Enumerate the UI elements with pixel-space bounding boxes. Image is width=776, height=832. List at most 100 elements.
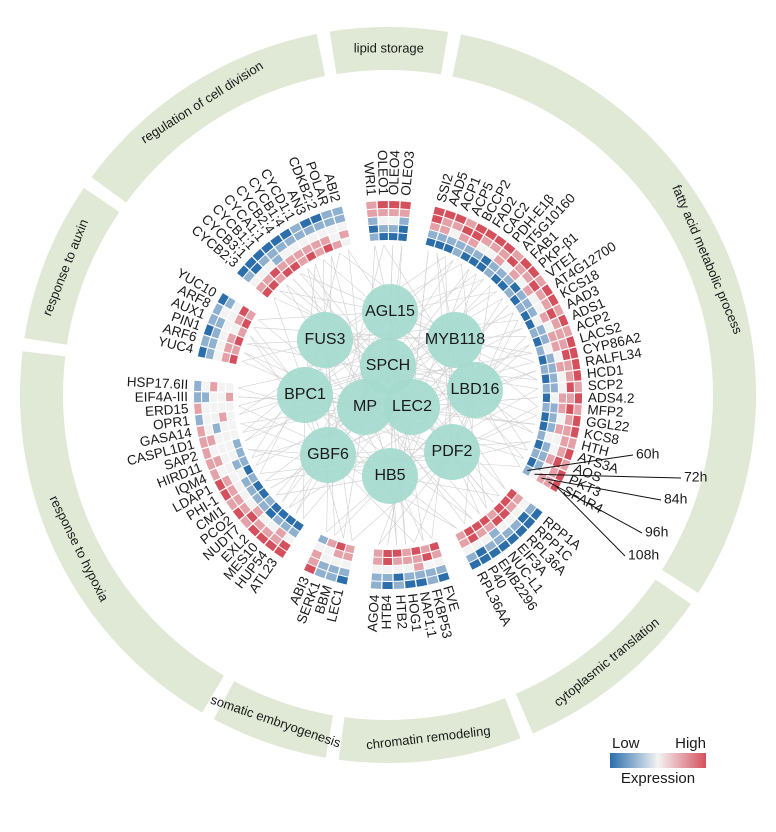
heat-cell bbox=[310, 549, 323, 560]
heat-cell bbox=[393, 573, 404, 581]
heat-cell bbox=[284, 235, 297, 247]
heat-cell bbox=[372, 557, 383, 565]
heat-cell bbox=[544, 432, 554, 443]
heat-cell bbox=[504, 513, 516, 526]
heat-cell bbox=[460, 251, 471, 262]
heat-cell bbox=[233, 480, 245, 493]
heat-cell bbox=[534, 288, 547, 301]
heat-cell bbox=[246, 510, 258, 523]
heat-cell bbox=[496, 521, 509, 533]
heat-cell bbox=[534, 274, 547, 288]
heat-cell bbox=[573, 404, 582, 416]
tf-label: LBD16 bbox=[451, 381, 500, 398]
heat-cell bbox=[402, 556, 413, 565]
heat-cell bbox=[400, 201, 411, 210]
heat-cell bbox=[564, 448, 574, 461]
heat-cell bbox=[389, 201, 400, 209]
heat-cell bbox=[540, 412, 550, 422]
heat-cell bbox=[270, 533, 282, 545]
heat-cell bbox=[433, 206, 445, 217]
network-edge bbox=[265, 451, 453, 482]
tf-node bbox=[384, 379, 440, 435]
heat-cell bbox=[559, 435, 570, 447]
heat-cell bbox=[501, 526, 514, 539]
heat-cell bbox=[210, 392, 218, 402]
tf-label: GBF6 bbox=[307, 446, 349, 463]
heat-cell bbox=[508, 268, 521, 281]
heat-cell bbox=[531, 315, 543, 327]
heat-cell bbox=[562, 325, 573, 338]
heat-cell bbox=[336, 575, 349, 585]
heat-cell bbox=[398, 233, 408, 242]
heat-cell bbox=[511, 506, 524, 518]
sector-band bbox=[338, 698, 521, 764]
heat-cell bbox=[506, 532, 520, 545]
heat-cell bbox=[196, 425, 206, 438]
heat-cell bbox=[314, 247, 325, 257]
heat-cell bbox=[228, 471, 240, 484]
gene-label: OPR1 bbox=[152, 413, 190, 433]
heat-cell bbox=[367, 217, 378, 226]
heat-cell bbox=[434, 240, 445, 250]
heat-cell bbox=[553, 351, 563, 362]
heat-cell bbox=[532, 336, 543, 347]
heat-cell bbox=[252, 505, 264, 518]
heat-cell bbox=[436, 232, 448, 243]
gene-label: OLEO4 bbox=[386, 149, 402, 195]
heat-cell bbox=[276, 260, 289, 272]
heat-cell bbox=[554, 424, 564, 435]
heat-cell bbox=[377, 201, 388, 209]
heat-cell bbox=[342, 552, 354, 562]
heat-cell bbox=[399, 217, 410, 226]
sector-band bbox=[213, 681, 334, 758]
heat-cell bbox=[261, 286, 273, 298]
heat-cell bbox=[258, 488, 270, 500]
heat-cell bbox=[218, 382, 226, 392]
heat-cell bbox=[446, 236, 457, 247]
heat-cell bbox=[388, 233, 398, 241]
heat-cell bbox=[402, 548, 412, 557]
heat-cell bbox=[550, 393, 558, 403]
gene-label: AGO4 bbox=[365, 594, 382, 633]
heat-cell bbox=[566, 404, 574, 415]
heat-cell bbox=[495, 267, 508, 279]
heat-cell bbox=[237, 265, 249, 278]
time-leader bbox=[534, 473, 682, 479]
heat-cell bbox=[226, 402, 234, 411]
heat-cell bbox=[193, 392, 202, 403]
heat-cell bbox=[206, 435, 216, 447]
heat-cell bbox=[458, 537, 470, 549]
heat-cell bbox=[240, 516, 253, 529]
heat-cell bbox=[388, 225, 398, 233]
tf-label: MP bbox=[353, 398, 377, 415]
heat-cell bbox=[389, 217, 399, 225]
heat-cell bbox=[529, 468, 540, 480]
heat-cell bbox=[529, 327, 539, 339]
heat-cell bbox=[541, 374, 550, 384]
heat-cell bbox=[573, 370, 582, 381]
heat-cell bbox=[330, 556, 342, 567]
heat-cell bbox=[270, 234, 283, 247]
heat-cell bbox=[323, 217, 336, 228]
heat-cell bbox=[224, 297, 236, 310]
heat-cell bbox=[303, 225, 316, 236]
tf-label: FUS3 bbox=[305, 331, 346, 348]
heat-cell bbox=[319, 235, 331, 246]
heat-cell bbox=[497, 280, 509, 292]
heat-cell bbox=[328, 564, 340, 574]
time-leader bbox=[541, 477, 662, 501]
heat-cell bbox=[222, 431, 232, 442]
heat-cell bbox=[439, 225, 451, 235]
sector-band bbox=[329, 27, 449, 75]
heat-cell bbox=[479, 553, 492, 565]
heat-cell bbox=[483, 521, 496, 533]
heat-cell bbox=[207, 313, 219, 326]
heat-cell bbox=[570, 426, 580, 438]
heat-cell bbox=[480, 235, 493, 248]
heat-cell bbox=[404, 572, 415, 581]
heat-cell bbox=[382, 573, 393, 581]
heat-cell bbox=[317, 534, 329, 545]
heat-cell bbox=[471, 539, 483, 551]
